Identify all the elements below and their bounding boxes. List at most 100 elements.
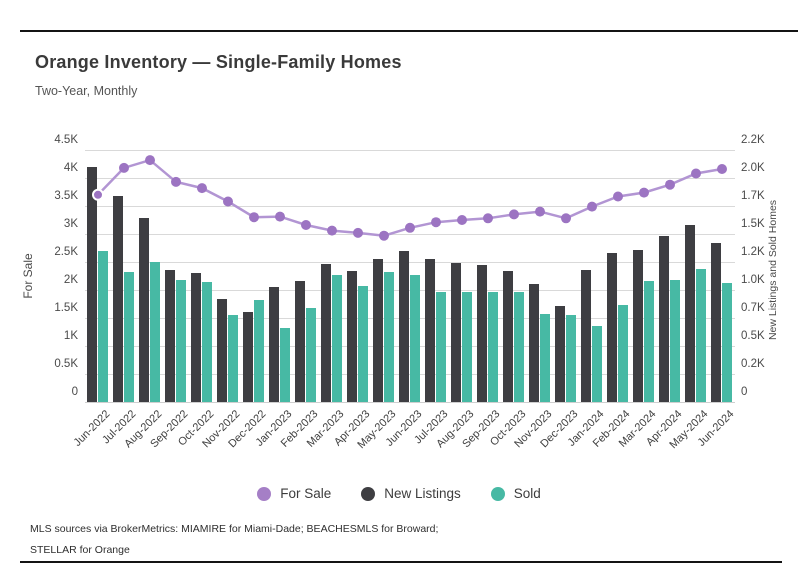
for-sale-point-Mar-2024	[639, 187, 649, 198]
gridline	[85, 262, 735, 263]
bar-new-listings-Apr-2024	[659, 236, 669, 402]
left-axis-tick: 4K	[63, 162, 78, 174]
right-axis-tick: 2.0K	[741, 162, 765, 174]
right-axis-tick: 0.2K	[741, 358, 765, 370]
bar-sold-May-2023	[384, 272, 394, 402]
gridline	[85, 402, 735, 403]
for-sale-point-Jan-2023	[275, 211, 285, 222]
right-axis-tick: 2.2K	[741, 134, 765, 146]
bar-sold-Apr-2024	[670, 280, 680, 402]
left-axis-tick: 2.5K	[54, 246, 78, 258]
chart-title: Orange Inventory — Single-Family Homes	[35, 52, 402, 72]
for-sale-point-Jun-2024	[717, 164, 727, 174]
bar-sold-May-2024	[696, 269, 706, 402]
for-sale-point-Jul-2023	[431, 217, 441, 228]
legend-item-for-sale: For Sale	[257, 486, 331, 501]
for-sale-point-Dec-2022	[249, 212, 259, 223]
bar-sold-Jul-2022	[124, 272, 134, 402]
bar-new-listings-Jun-2023	[399, 251, 409, 402]
legend-label: Sold	[513, 486, 541, 501]
gridline	[85, 206, 735, 207]
for-sale-point-Feb-2024	[613, 191, 623, 202]
for-sale-point-Jun-2022	[92, 188, 104, 201]
bar-sold-Jun-2023	[410, 275, 420, 402]
bar-new-listings-Aug-2022	[139, 218, 149, 402]
bar-new-listings-May-2024	[685, 225, 695, 402]
for-sale-point-Apr-2024	[665, 179, 675, 190]
plot-area	[85, 150, 735, 403]
bar-new-listings-Jul-2023	[425, 259, 435, 402]
for-sale-point-Aug-2022	[145, 155, 155, 166]
bar-new-listings-Jan-2023	[269, 287, 279, 402]
left-axis-tick: 3K	[63, 218, 78, 230]
for-sale-point-Aug-2023	[457, 215, 467, 225]
for-sale-point-Jan-2024	[587, 201, 597, 212]
left-axis-tick: 4.5K	[54, 134, 78, 146]
right-axis-tick: 1.7K	[741, 190, 765, 202]
bar-new-listings-Sep-2022	[165, 270, 175, 402]
bar-sold-Dec-2023	[566, 315, 576, 402]
right-axis-tick: 1.5K	[741, 218, 765, 230]
legend-item-new-listings: New Listings	[361, 486, 461, 501]
bar-new-listings-Dec-2023	[555, 306, 565, 402]
for-sale-point-Nov-2022	[223, 196, 233, 207]
right-axis-tick: 0.7K	[741, 302, 765, 314]
left-axis-tick: 1K	[63, 330, 78, 342]
for-sale-point-Dec-2023	[561, 213, 571, 224]
bottom-divider	[20, 561, 782, 563]
bar-new-listings-Oct-2023	[503, 271, 513, 402]
bar-sold-Jun-2022	[98, 251, 108, 402]
for-sale-point-Sep-2022	[171, 176, 181, 187]
footer-source-line-1: MLS sources via BrokerMetrics: MIAMIRE f…	[30, 523, 439, 535]
bar-new-listings-May-2023	[373, 259, 383, 402]
bar-new-listings-Oct-2022	[191, 273, 201, 402]
for-sale-point-May-2024	[691, 168, 701, 179]
gridline	[85, 150, 735, 151]
right-axis-title: New Listings and Sold Homes	[767, 199, 779, 341]
for-sale-point-Jul-2022	[119, 162, 129, 173]
for-sale-point-Feb-2023	[301, 220, 311, 230]
bar-sold-Oct-2023	[514, 292, 524, 402]
left-axis-tick: 0.5K	[54, 358, 78, 370]
bar-sold-Oct-2022	[202, 282, 212, 402]
for-sale-point-Oct-2023	[509, 209, 519, 220]
bar-new-listings-Sep-2023	[477, 265, 487, 402]
bar-new-listings-Feb-2024	[607, 253, 617, 402]
bar-new-listings-Jan-2024	[581, 270, 591, 402]
new-listings-swatch-icon	[361, 486, 376, 501]
bar-sold-Mar-2024	[644, 281, 654, 402]
bar-sold-Aug-2022	[150, 262, 160, 402]
bar-sold-Aug-2023	[462, 292, 472, 402]
for-sale-line-layer	[92, 155, 727, 241]
gridline	[85, 178, 735, 179]
left-axis-tick: 1.5K	[54, 302, 78, 314]
bar-new-listings-Nov-2022	[217, 299, 227, 402]
bar-sold-Jul-2023	[436, 292, 446, 402]
bar-sold-Apr-2023	[358, 286, 368, 402]
sold-swatch-icon	[490, 486, 505, 501]
legend: For Sale New Listings Sold	[0, 486, 798, 501]
bar-new-listings-Jun-2024	[711, 243, 721, 402]
for-sale-swatch-icon	[257, 486, 272, 501]
bar-sold-Jun-2024	[722, 283, 732, 402]
for-sale-point-Apr-2023	[353, 227, 363, 238]
for-sale-point-Mar-2023	[327, 225, 337, 236]
bar-sold-Sep-2022	[176, 280, 186, 402]
chart-subtitle: Two-Year, Monthly	[35, 84, 138, 98]
legend-label: New Listings	[384, 486, 461, 501]
bar-new-listings-Mar-2023	[321, 264, 331, 402]
bar-sold-Feb-2024	[618, 305, 628, 402]
bar-sold-Jan-2023	[280, 328, 290, 402]
bar-sold-Jan-2024	[592, 326, 602, 402]
right-axis-tick: 0	[741, 386, 748, 398]
gridline	[85, 234, 735, 235]
top-divider	[20, 30, 798, 32]
bar-new-listings-Apr-2023	[347, 271, 357, 402]
bar-new-listings-Jun-2022	[87, 167, 97, 402]
legend-item-sold: Sold	[490, 486, 541, 501]
footer-source-line-2: STELLAR for Orange	[30, 544, 130, 556]
bar-sold-Nov-2023	[540, 314, 550, 402]
bar-new-listings-Dec-2022	[243, 312, 253, 402]
for-sale-point-Nov-2023	[535, 206, 545, 217]
